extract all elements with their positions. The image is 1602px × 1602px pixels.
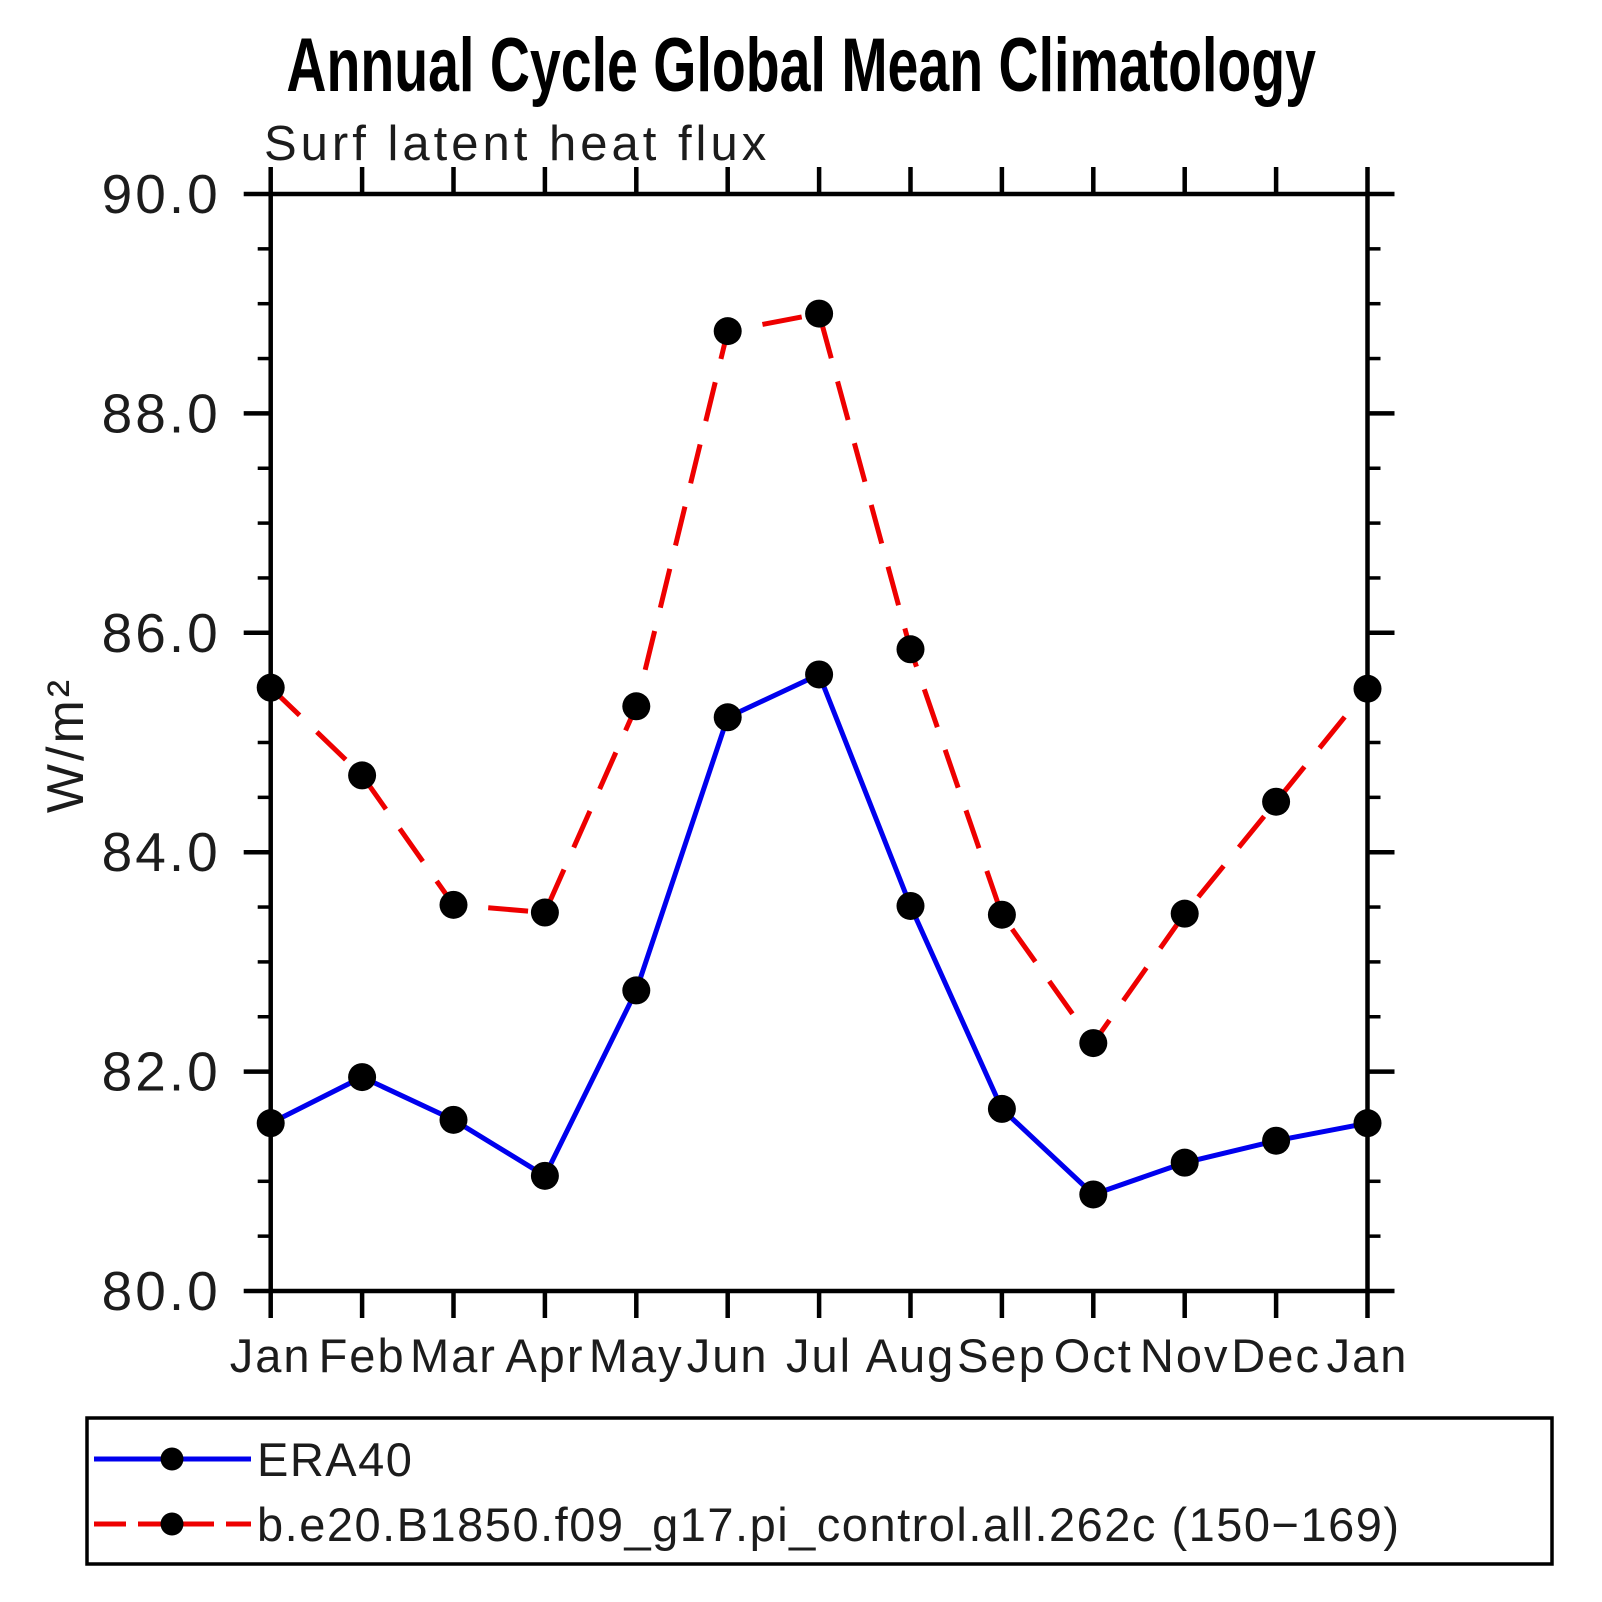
data-point (1079, 1180, 1108, 1209)
y-tick-label: 82.0 (102, 1041, 221, 1103)
x-tick-label: Oct (1054, 1329, 1133, 1382)
data-point (1353, 674, 1382, 703)
data-point (896, 891, 925, 920)
legend-label: ERA40 (257, 1433, 413, 1486)
data-point (987, 1094, 1016, 1123)
data-point (1262, 1126, 1291, 1155)
chart-title-text: Annual Cycle Global Mean Climatology (286, 23, 1316, 108)
x-tick-label: May (589, 1329, 684, 1382)
y-tick-label: 84.0 (102, 821, 221, 883)
data-point (987, 900, 1016, 929)
x-tick-label: Mar (410, 1329, 497, 1382)
data-point (713, 317, 742, 346)
x-tick-label: Jan (1327, 1329, 1409, 1382)
data-point (805, 299, 834, 328)
x-tick-label: Sep (957, 1329, 1047, 1382)
chart-title: Annual Cycle Global Mean Climatology (0, 22, 1602, 109)
data-point (713, 703, 742, 732)
data-point (1170, 1148, 1199, 1177)
y-tick-label: 86.0 (102, 602, 221, 664)
data-point (805, 660, 834, 689)
data-point (348, 1063, 377, 1092)
x-tick-label: Jul (786, 1329, 852, 1382)
series-line-era40 (269, 671, 1368, 1198)
x-tick-label: Apr (505, 1329, 584, 1382)
data-point (1353, 1109, 1382, 1138)
legend-marker (160, 1447, 184, 1471)
data-point (530, 898, 559, 927)
data-point (439, 1105, 468, 1134)
y-tick-label: 80.0 (102, 1260, 221, 1322)
x-tick-label: Jan (230, 1329, 312, 1382)
data-point (1079, 1029, 1108, 1058)
plot-box (268, 191, 1370, 1294)
legend-label: b.e20.B1850.f09_g17.pi_control.all.262c … (257, 1498, 1401, 1551)
x-tick-label: Feb (319, 1329, 406, 1382)
data-point (622, 692, 651, 721)
data-point (348, 761, 377, 790)
x-tick-label: Nov (1140, 1329, 1230, 1382)
data-point (896, 635, 925, 664)
legend-marker (160, 1512, 184, 1536)
data-point (256, 673, 285, 702)
data-point (256, 1109, 285, 1138)
y-tick-label: 88.0 (102, 382, 221, 444)
data-point (439, 890, 468, 919)
x-tick-label: Aug (866, 1329, 956, 1382)
chart-subtitle: Surf latent heat flux (264, 117, 771, 171)
y-tick-label: 90.0 (102, 163, 221, 225)
legend-box (85, 1416, 1554, 1566)
x-tick-label: Dec (1231, 1329, 1321, 1382)
data-point (622, 976, 651, 1005)
data-point (530, 1161, 559, 1190)
x-tick-label: Jun (687, 1329, 769, 1382)
data-point (1262, 787, 1291, 816)
data-point (1170, 899, 1199, 928)
